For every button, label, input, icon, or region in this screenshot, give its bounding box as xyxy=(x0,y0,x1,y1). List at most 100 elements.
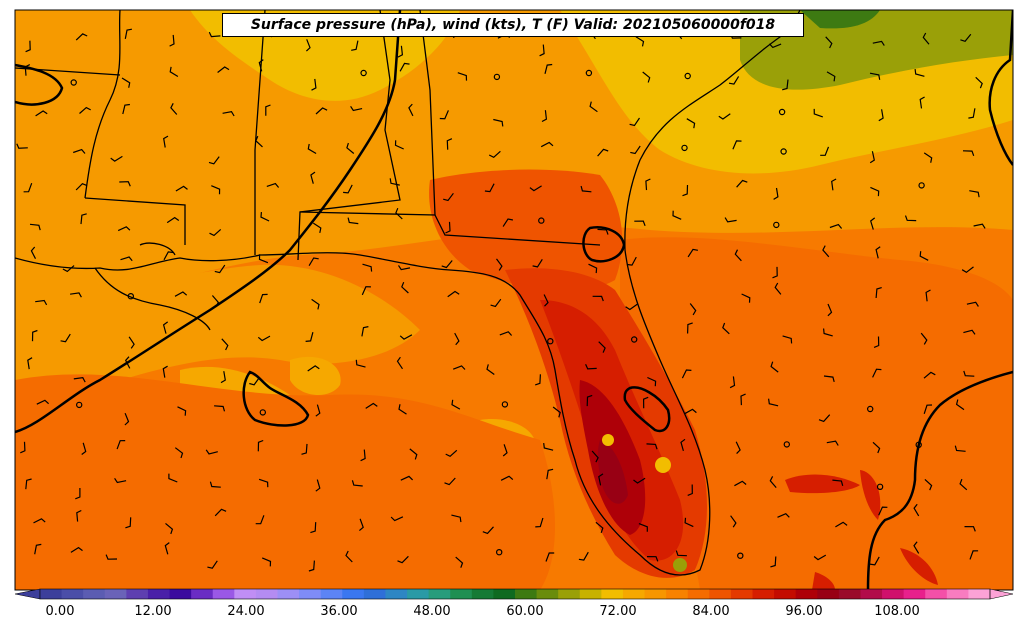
colorbar-segment xyxy=(817,589,840,599)
colorbar-segment xyxy=(774,589,797,599)
wind-barb xyxy=(686,118,696,129)
wind-barb xyxy=(687,484,693,496)
calm-wind-circle xyxy=(538,217,545,224)
wind-barb xyxy=(209,481,221,488)
wind-barb xyxy=(258,254,269,264)
wind-barb xyxy=(315,479,321,492)
wind-barb xyxy=(687,248,699,258)
wind-barb xyxy=(772,266,778,279)
wind-barb xyxy=(120,256,133,262)
colorbar-segment xyxy=(299,589,322,599)
colorbar-tick-label: 108.00 xyxy=(874,604,920,619)
wind-barb xyxy=(777,512,790,518)
wind-barb xyxy=(872,441,881,454)
colorbar-segment xyxy=(730,589,753,599)
wind-barb xyxy=(920,332,928,345)
colorbar-tick-label: 24.00 xyxy=(227,604,265,619)
colorbar-segment xyxy=(212,589,235,599)
wind-barb xyxy=(365,402,378,409)
colorbar-segment xyxy=(968,589,991,599)
wind-barb xyxy=(399,334,413,340)
wind-barb xyxy=(486,364,495,375)
wind-barb xyxy=(955,399,965,411)
wind-barb xyxy=(625,303,638,311)
wind-barb xyxy=(675,550,687,557)
calm-wind-circle xyxy=(360,69,367,77)
wind-barb xyxy=(443,192,454,202)
wind-barb xyxy=(647,376,657,387)
wind-barb xyxy=(205,449,218,455)
wind-barb xyxy=(249,377,260,386)
wind-barb xyxy=(740,393,746,406)
wind-barb xyxy=(835,521,848,528)
wind-barb xyxy=(361,326,369,337)
wind-barb xyxy=(774,282,782,295)
wind-barb xyxy=(221,338,229,351)
calm-wind-circle xyxy=(783,441,791,448)
wind-barb xyxy=(954,445,966,452)
colorbar-segment xyxy=(169,589,192,599)
colorbar-segment xyxy=(622,589,646,599)
wind-barb xyxy=(724,217,737,223)
wind-barb xyxy=(355,359,366,368)
wind-barb xyxy=(818,414,831,423)
wind-barb xyxy=(75,33,88,41)
wind-barb xyxy=(684,517,694,528)
wind-barb xyxy=(592,295,604,302)
wind-barb xyxy=(630,145,641,155)
wind-barb xyxy=(315,107,328,115)
wind-barb xyxy=(770,556,777,568)
wind-barb xyxy=(820,146,830,156)
wind-barb xyxy=(722,322,730,335)
calm-wind-circle xyxy=(75,401,83,409)
wind-barb xyxy=(878,109,884,122)
wind-barb xyxy=(629,117,640,127)
wind-barb xyxy=(362,263,373,272)
wind-barb xyxy=(255,515,265,525)
wind-barb xyxy=(73,377,86,383)
wind-barb xyxy=(969,190,980,198)
wind-barb xyxy=(728,76,740,85)
wind-barb xyxy=(446,138,453,150)
colorbar-segment xyxy=(277,589,300,599)
wind-barb xyxy=(169,34,175,47)
colorbar-segment xyxy=(860,589,883,599)
colorbar-segment xyxy=(385,589,408,599)
wind-barb xyxy=(214,264,226,274)
wind-barb xyxy=(409,448,418,460)
wind-barb xyxy=(597,228,609,235)
wind-barb xyxy=(870,217,876,230)
wind-barb xyxy=(813,108,823,118)
wind-barb xyxy=(924,478,933,491)
wind-barb xyxy=(869,151,875,164)
wind-barb xyxy=(34,543,42,555)
wind-barb xyxy=(207,560,218,569)
wind-barb xyxy=(823,328,833,337)
colorbar-segment xyxy=(644,589,667,599)
map-title: Surface pressure (hPa), wind (kts), T (F… xyxy=(222,13,804,37)
wind-barb xyxy=(398,404,407,415)
wind-barb xyxy=(208,31,221,38)
wind-barb xyxy=(447,290,460,298)
calm-wind-circle xyxy=(681,144,688,152)
wind-barb xyxy=(114,477,127,484)
wind-barb xyxy=(257,335,271,342)
wind-barb xyxy=(125,517,132,529)
wind-barb xyxy=(124,356,131,369)
calm-wind-circle xyxy=(773,221,780,229)
wind-barb xyxy=(539,44,545,57)
wind-barb xyxy=(490,298,502,308)
colorbar-tick-label: 36.00 xyxy=(320,604,358,619)
wind-barb xyxy=(117,226,131,232)
wind-barb xyxy=(687,322,693,334)
wind-barb xyxy=(255,135,263,148)
colorbar-segment xyxy=(515,589,538,599)
colorbar-tick-label: 60.00 xyxy=(506,604,544,619)
wind-barb xyxy=(397,555,409,564)
calm-wind-circle xyxy=(493,73,501,81)
colorbar-segment xyxy=(903,589,926,599)
colorbar-tick-label: 0.00 xyxy=(45,604,75,619)
wind-barb xyxy=(177,406,187,416)
wind-barb xyxy=(598,341,606,353)
wind-barb xyxy=(827,303,833,317)
